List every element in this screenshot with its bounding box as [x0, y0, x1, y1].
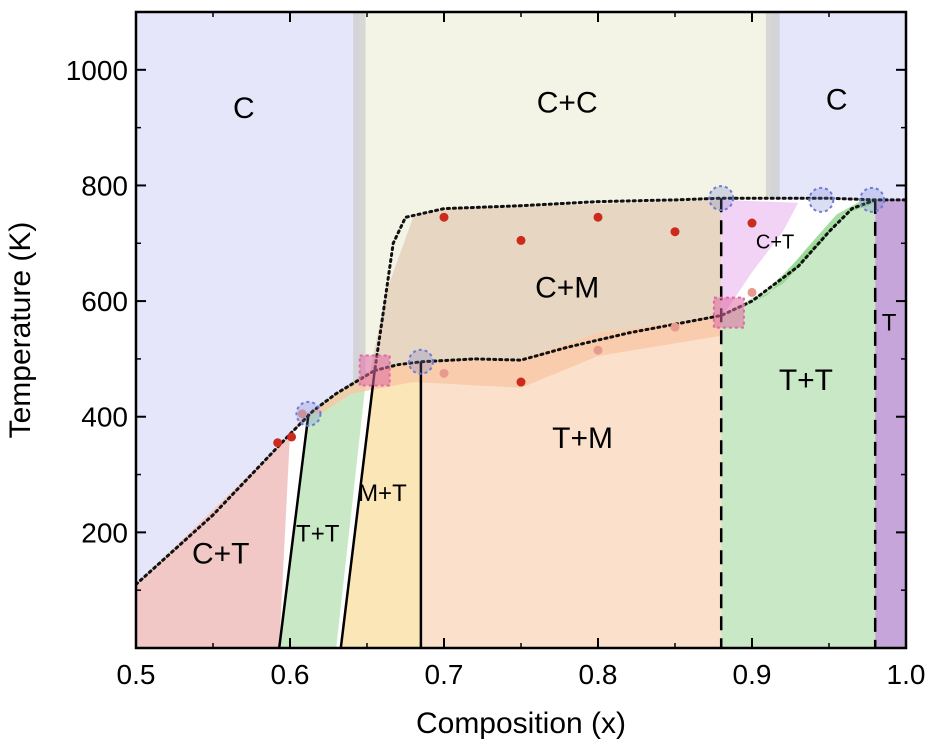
region-label-t-t-9: T+T [296, 521, 340, 548]
x-tick-label-1: 0.6 [271, 659, 310, 690]
data-point-pink-2 [593, 345, 603, 355]
region-label-c-m-3: C+M [535, 271, 599, 304]
region-m-t-7 [340, 361, 421, 648]
upper-dotted-boundary [136, 196, 906, 586]
region-t-10 [875, 199, 906, 648]
lower-dotted-boundary [373, 198, 877, 372]
data-point-red-3 [516, 235, 526, 245]
region-t-t-9 [721, 199, 876, 648]
plot-content: C C+C C C+M C+T T+T T T+M M+T T+T C+T [136, 12, 906, 648]
region-label-c-t-10: C+T [192, 537, 250, 570]
band-gray-left [353, 12, 366, 382]
x-tick-label-4: 0.9 [733, 659, 772, 690]
region-label-c-t-4: C+T [756, 232, 794, 254]
marker-pink-square-0 [358, 354, 391, 387]
region-c-0 [136, 12, 360, 585]
region-label-t-t-5: T+T [779, 364, 833, 397]
data-point-red-1 [287, 432, 297, 442]
y-tick-label-0: 200 [81, 517, 128, 548]
x-tick-label-3: 0.8 [579, 659, 618, 690]
region-t-t-6 [279, 370, 367, 648]
region-label-c-0: C [233, 92, 255, 125]
x-tick-label-0: 0.5 [117, 659, 156, 690]
band-orange-lower [308, 315, 722, 414]
data-point-pink-0 [297, 409, 307, 419]
region-c-t-4 [721, 199, 799, 316]
region-label-c-c-1: C+C [537, 86, 598, 119]
data-point-red-0 [273, 438, 283, 448]
solid-boundary-0 [277, 413, 310, 648]
region-label-t-m-7: T+M [552, 422, 613, 455]
data-point-red-6 [747, 218, 757, 228]
y-tick-label-1: 400 [81, 402, 128, 433]
region-t-m-8 [420, 315, 722, 648]
region-label-c-2: C [826, 84, 848, 117]
region-label-m-t-8: M+T [358, 480, 407, 507]
data-point-pink-3 [670, 322, 680, 332]
y-tick-label-4: 1000 [66, 55, 128, 86]
data-point-red-7 [516, 377, 526, 387]
marker-blue-circle-1 [407, 348, 434, 375]
x-tick-label-2: 0.7 [425, 659, 464, 690]
x-tick-label-5: 1.0 [887, 659, 926, 690]
data-point-red-5 [670, 227, 680, 237]
region-c-2 [770, 12, 906, 200]
y-axis-label: Temperature (K) [4, 222, 37, 439]
y-tick-label-2: 600 [81, 286, 128, 317]
y-tick-label-3: 800 [81, 170, 128, 201]
x-axis-label: Composition (x) [416, 707, 626, 740]
marker-blue-circle-2 [708, 185, 735, 212]
region-c-m-3 [370, 199, 722, 371]
solid-boundary-1 [339, 370, 376, 648]
region-c-t-5 [136, 405, 321, 648]
marker-pink-square-1 [712, 296, 745, 329]
data-point-red-2 [439, 212, 449, 222]
band-gray-right [765, 12, 780, 197]
region-c-c-1 [359, 12, 771, 385]
data-point-pink-4 [747, 287, 757, 297]
marker-blue-circle-3 [808, 186, 835, 213]
region-label-t-6: T [882, 310, 897, 337]
marker-blue-circle-4 [859, 186, 886, 213]
ticks: 0.5 0.6 0.7 0.8 0.9 1.0 200 400 600 800 1000 [66, 11, 926, 690]
marker-blue-circle-0 [295, 400, 322, 427]
data-point-red-4 [593, 212, 603, 222]
data-point-pink-1 [439, 368, 449, 378]
